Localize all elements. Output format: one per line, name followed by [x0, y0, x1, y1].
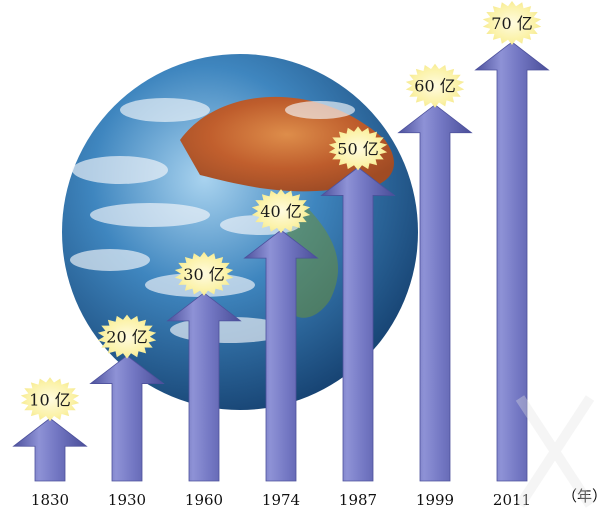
- bar-arrow-1999: [397, 104, 473, 482]
- data-label-badge-1930: [97, 314, 157, 359]
- x-tick-1960: 1960: [185, 491, 223, 509]
- data-label-badge-1960: [174, 251, 234, 296]
- data-label-badge-1830: [20, 377, 80, 422]
- data-label-badge-1974: [251, 189, 311, 234]
- data-label-1960: 30 亿: [183, 265, 224, 284]
- watermark: [515, 395, 595, 508]
- globe-landmass-south: [284, 200, 339, 318]
- bar-arrow-1987: [320, 166, 396, 482]
- data-label-1830: 10 亿: [29, 390, 70, 409]
- x-tick-2011: 2011: [493, 491, 531, 509]
- arrow-bars: [12, 41, 550, 482]
- data-labels: 10 亿 20 亿 30 亿 40 亿 50 亿 60 亿 70 亿: [20, 1, 542, 422]
- data-label-1930: 20 亿: [106, 328, 147, 347]
- data-label-badge-1987: [328, 126, 388, 171]
- bar-arrow-1974: [243, 229, 319, 482]
- bar-arrow-2011: [474, 41, 550, 482]
- data-label-2011: 70 亿: [491, 14, 532, 33]
- data-label-1974: 40 亿: [260, 202, 301, 221]
- data-label-1987: 50 亿: [337, 139, 378, 158]
- bar-arrow-1960: [166, 292, 242, 482]
- x-tick-1974: 1974: [262, 491, 300, 509]
- data-label-badge-2011: [482, 1, 542, 45]
- bar-arrow-1830: [12, 417, 88, 482]
- bar-arrow-1930: [89, 355, 165, 482]
- data-label-badge-1999: [405, 63, 465, 108]
- data-label-1999: 60 亿: [414, 77, 455, 96]
- x-tick-1930: 1930: [108, 491, 146, 509]
- x-tick-1987: 1987: [339, 491, 377, 509]
- x-tick-1830: 1830: [31, 491, 69, 509]
- x-tick-labels: 1830 1930 1960 1974 1987 1999 2011: [31, 491, 531, 509]
- globe-landmass: [180, 96, 394, 192]
- x-tick-1999: 1999: [416, 491, 454, 509]
- globe-background: [62, 54, 418, 410]
- x-unit-label: （年）: [562, 487, 599, 505]
